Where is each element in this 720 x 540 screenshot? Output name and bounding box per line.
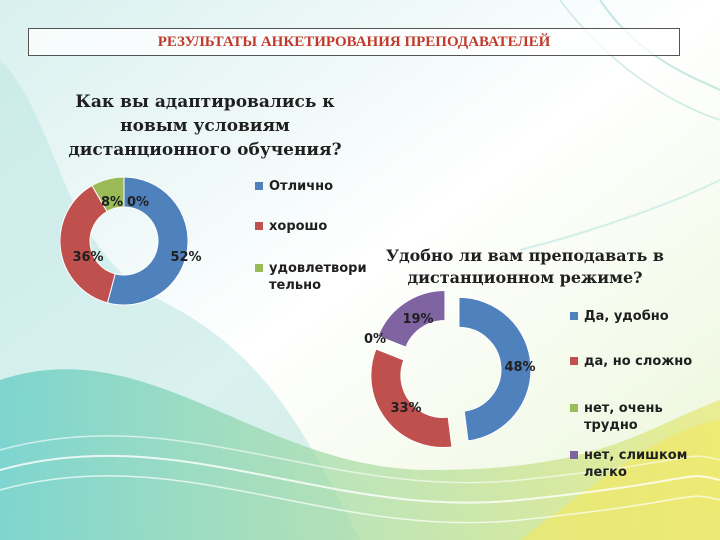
chart2-data-label-3: 0% <box>364 332 386 347</box>
chart1-title: Как вы адаптировались к новым условиям д… <box>68 92 342 160</box>
chart2-legend: Да, удобно да, но сложно нет, очень трудно… <box>570 308 710 488</box>
chart1-legend-label-2: хорошо <box>269 219 328 234</box>
chart2-data-label-4: 19% <box>402 312 433 327</box>
chart2-legend-label-1: Да, удобно <box>584 309 669 324</box>
chart2-donut: 48% 33% 0% 19% <box>364 290 536 448</box>
chart2-legend-label-2: да, но сложно <box>584 354 693 369</box>
chart2-legend-item-4: нет, слишком легко <box>570 447 705 481</box>
chart2-legend-swatch-2 <box>570 357 578 365</box>
chart2-legend-swatch-1 <box>570 312 578 320</box>
chart2-slice-4 <box>377 290 446 348</box>
chart1-data-label-2: 36% <box>72 250 103 265</box>
chart2-legend-swatch-3 <box>570 404 578 412</box>
chart1-slice-3 <box>91 176 125 213</box>
chart1-slice-1 <box>106 176 189 306</box>
chart2-legend-swatch-4 <box>570 451 578 459</box>
chart1-legend-item-1: Отлично <box>255 178 390 195</box>
chart2-legend-item-3: нет, очень трудно <box>570 400 705 434</box>
chart2-slice-2 <box>370 348 453 448</box>
chart1-data-label-3: 8% <box>101 195 123 210</box>
chart2-legend-item-1: Да, удобно <box>570 308 705 325</box>
chart1-slice-2 <box>60 184 116 304</box>
chart2-legend-label-3: нет, очень трудно <box>584 401 663 433</box>
chart1-donut: 52% 36% 8% 0% <box>60 176 202 306</box>
page-title: РЕЗУЛЬТАТЫ АНКЕТИРОВАНИЯ ПРЕПОДАВАТЕЛЕЙ <box>157 34 551 50</box>
page-title-box: РЕЗУЛЬТАТЫ АНКЕТИРОВАНИЯ ПРЕПОДАВАТЕЛЕЙ <box>28 28 680 56</box>
chart1-legend-swatch-2 <box>255 222 263 230</box>
chart2-data-label-2: 33% <box>390 401 421 416</box>
chart2-legend-label-4: нет, слишком легко <box>584 448 688 480</box>
chart1-legend-item-2: хорошо <box>255 218 390 235</box>
chart1-data-label-4: 0% <box>127 195 149 210</box>
chart1-legend-label-1: Отлично <box>269 179 334 194</box>
chart2-slice-1 <box>458 296 532 442</box>
chart2-legend-item-2: да, но сложно <box>570 353 705 370</box>
chart1-legend-label-3: удовлетвори тельно <box>269 261 367 293</box>
chart2-data-label-1: 48% <box>504 360 535 375</box>
chart2-title: Удобно ли вам преподавать в дистанционно… <box>385 246 665 287</box>
chart1-legend-item-3: удовлетвори тельно <box>255 260 390 294</box>
chart1-legend-swatch-3 <box>255 264 263 272</box>
chart1-legend-swatch-1 <box>255 182 263 190</box>
chart1-legend: Отлично хорошо удовлетвори тельно <box>255 178 395 308</box>
chart1-data-label-1: 52% <box>170 250 201 265</box>
